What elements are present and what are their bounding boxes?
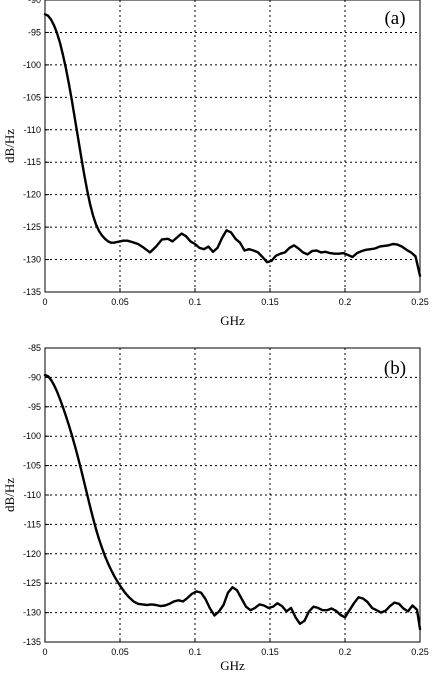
panel-b-x-tick-label: 0.25 xyxy=(411,647,429,657)
panel-a-plot-frame xyxy=(44,0,421,293)
panel-a-series-line xyxy=(43,13,422,277)
panel-a-x-tick-label: 0.25 xyxy=(411,297,429,307)
panel-b-x-tick-label: 0.15 xyxy=(261,647,279,657)
panel-a-x-tick-label: 0.05 xyxy=(111,297,129,307)
panel-b-y-tick-label: -120 xyxy=(23,549,41,559)
panel-a-x-tick-label: 0.15 xyxy=(261,297,279,307)
panel-b-y-tick-label: -125 xyxy=(23,578,41,588)
panel-a-y-tick-label: -110 xyxy=(24,125,41,135)
panel-b-x-axis-title: GHz xyxy=(220,658,245,673)
panel-b-y-tick-label: -115 xyxy=(24,519,41,529)
panel-b-y-tick-label: -105 xyxy=(23,461,41,471)
panel-b-x-tick-label: 0.2 xyxy=(339,647,352,657)
panel-b-x-tick-label: 0.1 xyxy=(189,647,202,657)
panel-b-label: (b) xyxy=(384,358,406,379)
panel-a-x-tick-label: 0.1 xyxy=(189,297,202,307)
panel-a-y-tick-label: -100 xyxy=(23,60,41,70)
panel-a-y-tick-label: -95 xyxy=(28,27,41,37)
panel-a-y-tick-label: -120 xyxy=(23,190,41,200)
panel-a-y-tick-label: -125 xyxy=(23,222,41,232)
panel-a-x-tick-label: 0.2 xyxy=(339,297,352,307)
panel-b-y-axis-title: dB/Hz xyxy=(2,478,17,512)
panel-b-series-line xyxy=(43,373,422,631)
panel-a-y-tick-label: -90 xyxy=(28,0,41,5)
panel-b-x-tick-label: 0.05 xyxy=(111,647,129,657)
panel-a-x-axis-title: GHz xyxy=(220,313,245,328)
panel-b-x-tick-label: 0 xyxy=(42,647,47,657)
panel-b-y-tick-label: -110 xyxy=(24,490,41,500)
panel-a-label: (a) xyxy=(384,8,405,29)
panel-a-y-tick-label: -135 xyxy=(23,287,41,297)
panel-b-y-tick-label: -85 xyxy=(28,343,41,353)
panel-b-y-tick-label: -135 xyxy=(23,637,41,647)
panel-a-y-tick-label: -105 xyxy=(23,92,41,102)
panel-b-y-tick-label: -95 xyxy=(28,402,41,412)
panel-a-x-tick-label: 0 xyxy=(42,297,47,307)
panel-b-y-tick-label: -90 xyxy=(28,372,41,382)
panel-a-y-axis-title: dB/Hz xyxy=(2,129,17,163)
panel-b-y-tick-label: -100 xyxy=(23,431,41,441)
panel-b-y-tick-label: -130 xyxy=(23,608,41,618)
panel-a-y-tick-label: -130 xyxy=(23,255,41,265)
panel-a-y-tick-label: -115 xyxy=(24,157,41,167)
